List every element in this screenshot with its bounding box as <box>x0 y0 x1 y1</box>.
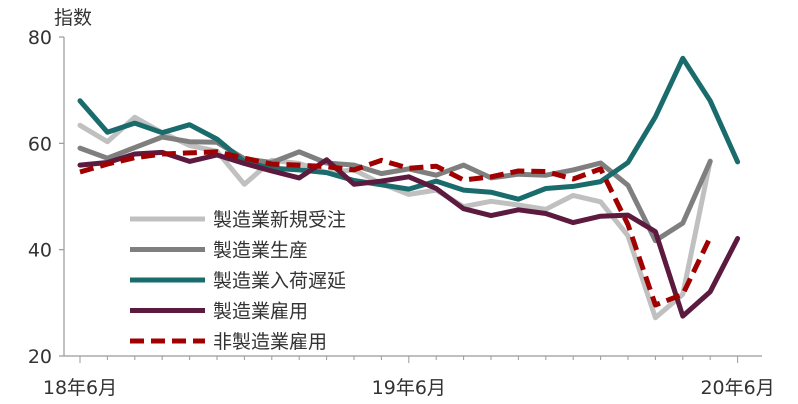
series-line-3 <box>77 55 741 202</box>
legend-label: 非製造業雇用 <box>213 331 327 353</box>
series-line-2 <box>77 134 713 244</box>
series-line-5 <box>79 149 713 308</box>
y-axis-ticks: 20 40 60 80 <box>28 27 64 368</box>
legend-label: 製造業雇用 <box>213 301 308 323</box>
legend-label: 製造業入荷遅延 <box>213 270 346 292</box>
series-line-4 <box>77 149 741 319</box>
legend-label: 製造業生産 <box>213 240 308 262</box>
axes <box>63 37 762 357</box>
y-tick-label: 60 <box>28 133 52 155</box>
x-tick-label: 19年6月 <box>372 377 446 399</box>
y-tick-label: 20 <box>28 346 52 368</box>
series-layer <box>77 55 741 321</box>
x-axis-ticks: 18年6月 19年6月 20年6月 <box>43 356 775 399</box>
x-tick-label: 20年6月 <box>700 377 774 399</box>
y-axis-unit-label: 指数 <box>54 7 92 29</box>
x-tick-label: 18年6月 <box>43 377 117 399</box>
y-tick-label: 80 <box>28 27 52 49</box>
legend-label: 製造業新規受注 <box>213 209 346 231</box>
y-tick-label: 40 <box>28 240 52 262</box>
